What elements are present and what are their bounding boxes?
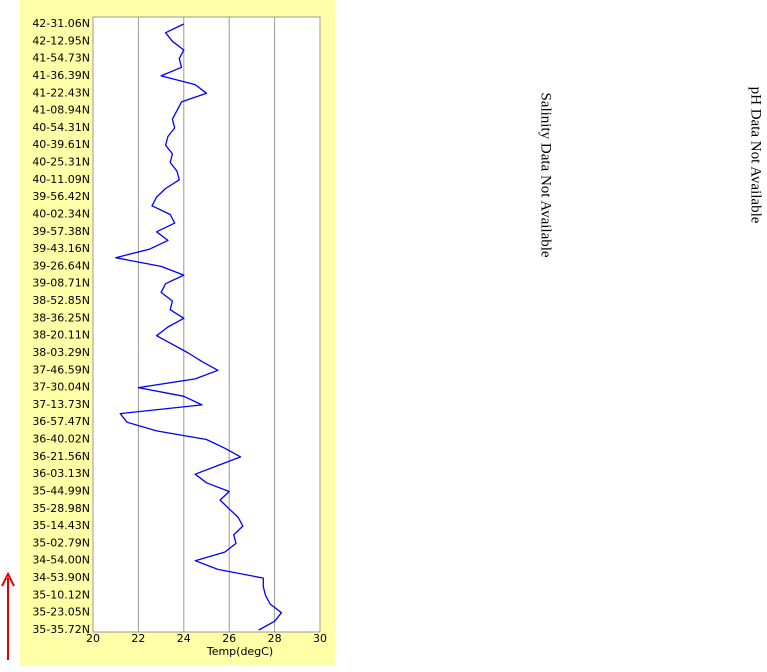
y-tick-label: 40-02.34N: [32, 207, 90, 220]
y-tick-label: 38-52.85N: [32, 294, 90, 307]
x-tick-label: 20: [86, 632, 100, 645]
y-tick-label: 41-36.39N: [32, 69, 90, 82]
y-tick-label: 41-08.94N: [32, 104, 90, 117]
y-tick-label: 39-08.71N: [32, 277, 90, 290]
y-tick-label: 38-36.25N: [32, 311, 90, 324]
y-tick-label: 40-11.09N: [32, 173, 90, 186]
y-tick-label: 41-54.73N: [32, 52, 90, 65]
y-tick-label: 36-57.47N: [32, 415, 90, 428]
x-tick-label: 22: [131, 632, 145, 645]
x-tick-label: 28: [268, 632, 282, 645]
y-tick-label: 37-30.04N: [32, 381, 90, 394]
y-tick-label: 37-46.59N: [32, 363, 90, 376]
y-tick-label: 35-44.99N: [32, 484, 90, 497]
y-tick-label: 39-26.64N: [32, 259, 90, 272]
y-tick-label: 35-02.79N: [32, 536, 90, 549]
temp-line: [115, 23, 283, 631]
y-tick-label: 37-13.73N: [32, 398, 90, 411]
y-tick-label: 39-43.16N: [32, 242, 90, 255]
direction-arrow: [1, 571, 15, 660]
y-tick-label: 34-53.90N: [32, 571, 90, 584]
y-tick-label: 35-28.98N: [32, 502, 90, 515]
x-tick-label: 30: [313, 632, 327, 645]
y-tick-label: 39-57.38N: [32, 225, 90, 238]
y-tick-label: 36-21.56N: [32, 450, 90, 463]
x-axis-label: Temp(degC): [206, 645, 273, 658]
annotation: pH Data Not Available: [748, 87, 764, 224]
y-tick-label: 40-39.61N: [32, 138, 90, 151]
y-tick-label: 36-40.02N: [32, 433, 90, 446]
y-tick-label: 35-10.12N: [32, 588, 90, 601]
x-tick-label: 24: [177, 632, 191, 645]
y-tick-label: 34-54.00N: [32, 554, 90, 567]
y-tick-label: 35-23.05N: [32, 606, 90, 619]
y-tick-label: 40-25.31N: [32, 156, 90, 169]
y-tick-label: 35-35.72N: [32, 623, 90, 636]
y-tick-label: 42-31.06N: [32, 17, 90, 30]
plot-area: [92, 16, 321, 633]
x-tick-label: 26: [222, 632, 236, 645]
y-tick-label: 38-20.11N: [32, 329, 90, 342]
y-tick-label: 35-14.43N: [32, 519, 90, 532]
y-tick-label: 42-12.95N: [32, 34, 90, 47]
y-tick-label: 38-03.29N: [32, 346, 90, 359]
y-tick-label: 36-03.13N: [32, 467, 90, 480]
y-tick-label: 39-56.42N: [32, 190, 90, 203]
y-tick-label: 41-22.43N: [32, 86, 90, 99]
annotation: Salinity Data Not Available: [538, 92, 554, 257]
y-tick-label: 40-54.31N: [32, 121, 90, 134]
